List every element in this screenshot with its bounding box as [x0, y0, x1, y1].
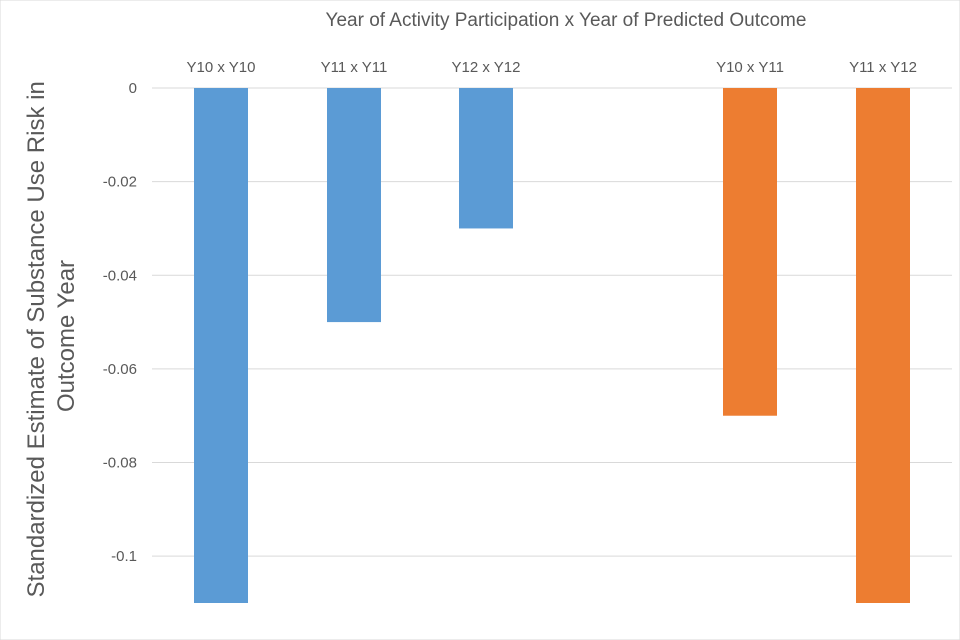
gridlines: [152, 87, 952, 557]
bars: [194, 88, 910, 603]
chart-title: Year of Activity Participation x Year of…: [326, 10, 807, 31]
y-tick-label: -0.1: [111, 548, 137, 565]
bar-3: [459, 88, 513, 229]
y-tick-label: -0.06: [103, 361, 137, 378]
y-axis-label-line-1: Standardized Estimate of Substance Use R…: [23, 81, 50, 597]
bar-5: [856, 88, 910, 603]
category-label: Y10 x Y10: [187, 59, 256, 76]
y-tick-label: -0.04: [103, 267, 137, 284]
y-tick-label: -0.08: [103, 455, 137, 472]
y-axis-label-line-2: Outcome Year: [53, 260, 80, 412]
category-label: Y11 x Y12: [849, 59, 917, 76]
y-axis-label: Standardized Estimate of Substance Use R…: [23, 75, 80, 598]
category-label: Y11 x Y11: [321, 59, 388, 76]
y-tick-label: -0.02: [103, 174, 137, 191]
y-ticks: 0 -0.02 -0.04 -0.06 -0.08 -0.1: [103, 80, 137, 565]
category-label: Y10 x Y11: [716, 59, 784, 76]
category-label: Y12 x Y12: [452, 59, 521, 76]
category-labels: Y10 x Y10 Y11 x Y11 Y12 x Y12 Y10 x Y11 Y11 …: [187, 59, 917, 76]
bar-2: [327, 88, 381, 323]
bar-4: [723, 88, 777, 416]
y-tick-label: 0: [129, 80, 137, 97]
bar-1: [194, 88, 248, 603]
